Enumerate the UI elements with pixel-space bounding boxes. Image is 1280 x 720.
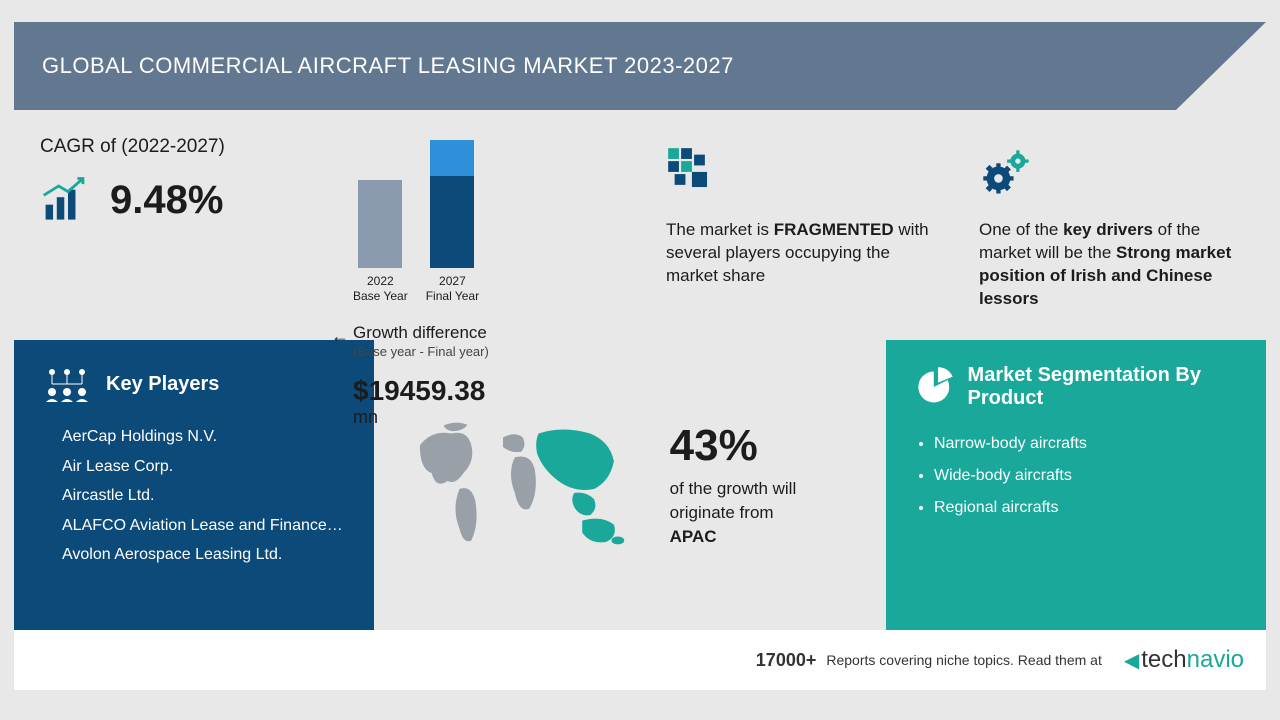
footer-count: 17000+ [756,650,817,671]
cagr-row: 9.48% [40,176,309,224]
list-item: Air Lease Corp. [62,452,346,482]
logo-post: navio [1187,646,1244,674]
cagr-value: 9.48% [110,178,223,223]
driver-cell: One of the key drivers of the market wil… [953,110,1266,340]
list-item: Regional aircrafts [934,492,1238,524]
page-root: GLOBAL COMMERCIAL AIRCRAFT LEASING MARKE… [0,0,1280,720]
bar-final-text: Final Year [426,289,479,303]
list-item: Wide-body aircrafts [934,460,1238,492]
list-item: ALAFCO Aviation Lease and Finance Co. [62,511,346,541]
list-item: Aircastle Ltd. [62,481,346,511]
driver-line1: One of the [979,220,1063,239]
region-text-block: 43% of the growth will originate from AP… [670,421,856,548]
fragmented-cell: The market is FRAGMENTED with several pl… [640,110,953,340]
logo-pre: tech [1141,646,1186,674]
bar-final-group: 2027 Final Year [426,140,479,304]
bar-base-group: 2022 Base Year [353,180,408,304]
segmentation-head: Market Segmentation By Product [914,364,1238,410]
key-players-title: Key Players [106,373,219,396]
bar-final-label: 2027 Final Year [426,274,479,304]
region-pct: 43% [670,421,856,471]
growth-label: Growth difference [353,322,622,344]
people-network-icon [42,364,92,404]
pie-chart-icon [914,364,954,410]
growth-bars: 2022 Base Year 2027 Final Year [353,140,622,304]
growth-value: $19459.38 [353,375,622,407]
region-line: of the growth will originate from [670,479,797,522]
growth-sublabel: (Base year - Final year) [353,344,622,359]
technavio-logo: ◀ technavio [1124,646,1244,674]
arrow-icon: ← [331,326,349,347]
segmentation-panel: Market Segmentation By Product Narrow-bo… [886,340,1266,630]
cagr-cell: CAGR of (2022-2027) 9.48% [14,110,327,340]
page-title: GLOBAL COMMERCIAL AIRCRAFT LEASING MARKE… [42,53,734,79]
gear-icon [979,146,1033,205]
segmentation-title: Market Segmentation By Product [968,364,1238,410]
footer-text: Reports covering niche topics. Read them… [826,652,1101,668]
fragmented-icon [666,146,720,205]
header-bar: GLOBAL COMMERCIAL AIRCRAFT LEASING MARKE… [14,22,1266,110]
bar-final-top [430,140,474,176]
list-item: AerCap Holdings N.V. [62,422,346,452]
footer: 17000+ Reports covering niche topics. Re… [14,630,1266,690]
region-bold: APAC [670,527,717,546]
fragmented-line1: The market is [666,220,769,239]
mid-row: Key Players AerCap Holdings N.V. Air Lea… [14,340,1266,630]
growth-text-block: ← Growth difference (Base year - Final y… [353,322,622,428]
fragmented-bold: FRAGMENTED [774,220,894,239]
key-players-head: Key Players [42,364,346,404]
bar-final [430,140,474,268]
bar-final-bottom [430,176,474,268]
bar-base [358,180,402,268]
key-players-panel: Key Players AerCap Holdings N.V. Air Lea… [14,340,374,630]
list-item: Avolon Aerospace Leasing Ltd. [62,540,346,570]
growth-unit: mn [353,407,622,428]
fragmented-text: The market is FRAGMENTED with several pl… [666,219,935,288]
bar-base-label: 2022 Base Year [353,274,408,304]
driver-text: One of the key drivers of the market wil… [979,219,1248,311]
driver-bold1: key drivers [1063,220,1153,239]
growth-cell: 2022 Base Year 2027 Final Year ← [327,110,640,340]
growth-chart-icon [40,176,96,224]
key-players-list: AerCap Holdings N.V. Air Lease Corp. Air… [42,422,346,570]
region-text: of the growth will originate from APAC [670,477,856,548]
bar-final-year: 2027 [439,274,466,288]
top-row: CAGR of (2022-2027) 9.48% 2022 B [14,110,1266,340]
logo-triangle-icon: ◀ [1124,648,1139,673]
bar-base-year: 2022 [367,274,394,288]
cagr-label: CAGR of (2022-2027) [40,136,309,158]
segmentation-list: Narrow-body aircrafts Wide-body aircraft… [914,428,1238,524]
bar-base-text: Base Year [353,289,408,303]
list-item: Narrow-body aircrafts [934,428,1238,460]
